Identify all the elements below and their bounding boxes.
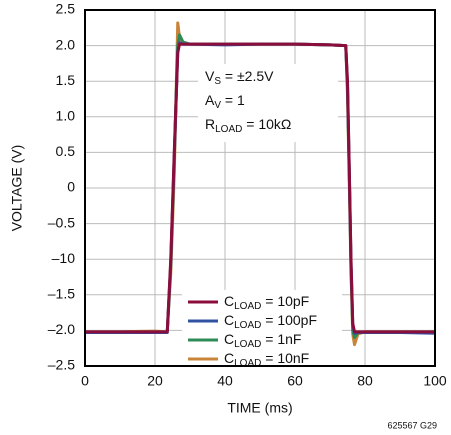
x-tick-label: 80 — [357, 373, 373, 389]
y-tick-label: 0 — [67, 179, 75, 195]
x-tick-label: 40 — [217, 373, 233, 389]
y-tick-label: 2.5 — [56, 1, 76, 17]
plot-frame — [84, 9, 436, 367]
x-tick-label: 0 — [81, 373, 89, 389]
y-tick-label: 1.5 — [56, 72, 76, 88]
series-line — [85, 42, 435, 334]
y-tick-label: –10 — [52, 250, 76, 266]
annotation: VS = ±2.5V — [205, 68, 274, 87]
x-tick-label: 60 — [287, 373, 303, 389]
x-tick-label: 100 — [423, 373, 447, 389]
x-tick-label: 20 — [147, 373, 163, 389]
legend-label: CLOAD = 10nF — [224, 350, 309, 369]
annotation: AV = 1 — [205, 92, 245, 111]
legend-label: CLOAD = 1nF — [224, 331, 301, 350]
y-tick-label: –2.5 — [48, 357, 75, 373]
y-tick-label: 1.0 — [56, 108, 76, 124]
y-tick-label: 0.5 — [56, 143, 76, 159]
annotation: RLOAD = 10kΩ — [205, 116, 291, 135]
y-tick-label: –0.5 — [48, 214, 75, 230]
legend-label: CLOAD = 100pF — [224, 312, 317, 331]
y-tick-label: –2.0 — [48, 321, 75, 337]
x-axis-label: TIME (ms) — [227, 400, 292, 416]
legend-label: CLOAD = 10pF — [224, 293, 309, 312]
y-tick-label: 2.0 — [56, 36, 76, 52]
y-tick-label: –1.5 — [48, 286, 75, 302]
y-axis-label: VOLTAGE (V) — [9, 145, 25, 232]
footnote: 625567 G29 — [387, 420, 437, 430]
annotation-box — [198, 64, 338, 142]
